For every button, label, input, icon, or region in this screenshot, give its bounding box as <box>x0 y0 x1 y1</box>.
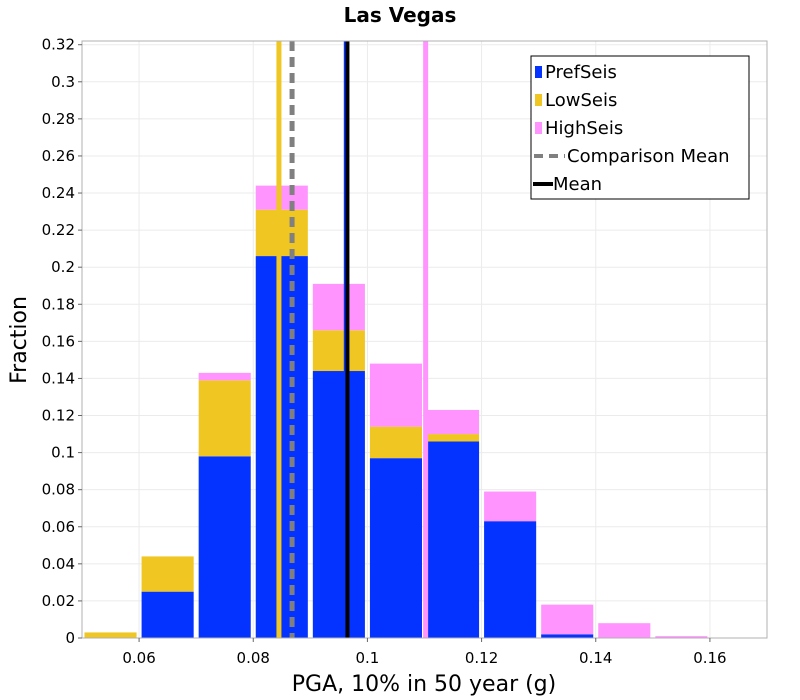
bar-lowseis <box>198 380 251 457</box>
legend: PrefSeis LowSeis HighSeis Comparison Mean Me… <box>530 55 750 200</box>
y-tick-label: 0.04 <box>42 555 75 573</box>
bar-prefseis <box>312 371 365 638</box>
x-tick-label: 0.14 <box>579 649 612 667</box>
y-tick-label: 0.18 <box>42 295 75 313</box>
bar-lowseis <box>84 632 137 638</box>
bar-lowseis <box>141 556 194 592</box>
y-tick-label: 0.06 <box>42 518 75 536</box>
bar-highseis <box>655 636 708 638</box>
bar-highseis <box>541 604 594 635</box>
legend-label-highseis: HighSeis <box>545 118 623 139</box>
legend-swatch-prefseis <box>535 66 542 78</box>
bar-lowseis <box>255 209 308 257</box>
x-tick-label: 0.16 <box>693 649 726 667</box>
legend-swatch-lowseis <box>535 94 542 106</box>
legend-label-mean: Mean <box>553 174 602 195</box>
plot-frame <box>81 40 768 639</box>
y-tick-label: 0.3 <box>51 73 75 91</box>
y-tick-label: 0 <box>65 629 75 647</box>
y-tick-label: 0.14 <box>42 369 75 387</box>
x-axis-ticks: 0.06 0.08 0.1 0.12 0.14 0.16 <box>122 638 727 667</box>
bar-highseis <box>598 623 651 638</box>
x-tick-label: 0.08 <box>237 649 270 667</box>
bar-prefseis <box>141 591 194 638</box>
y-axis-ticks: 0 0.02 0.04 0.06 0.08 0.1 0.12 0.14 0.16 0.18 0.2 0… <box>42 36 82 647</box>
bar-prefseis <box>255 256 308 638</box>
legend-swatch-highseis <box>535 122 542 134</box>
legend-label-lowseis: LowSeis <box>545 90 617 111</box>
y-tick-label: 0.1 <box>51 444 75 462</box>
bars <box>84 185 708 638</box>
x-tick-label: 0.06 <box>122 649 155 667</box>
y-tick-label: 0.24 <box>42 184 75 202</box>
y-tick-label: 0.22 <box>42 221 75 239</box>
y-tick-label: 0.32 <box>42 36 75 54</box>
y-tick-label: 0.28 <box>42 110 75 128</box>
x-axis-title: PGA, 10% in 50 year (g) <box>292 672 556 697</box>
legend-label-comparison-mean: Comparison Mean <box>567 146 730 167</box>
y-tick-label: 0.02 <box>42 592 75 610</box>
bar-highseis <box>312 283 365 331</box>
bar-prefseis <box>427 441 480 638</box>
bar-prefseis <box>198 456 251 638</box>
bar-lowseis <box>427 434 480 442</box>
y-tick-label: 0.26 <box>42 147 75 165</box>
x-tick-label: 0.1 <box>355 649 379 667</box>
bar-highseis <box>427 409 480 435</box>
mean-lines <box>276 41 429 638</box>
y-tick-label: 0.2 <box>51 258 75 276</box>
legend-label-prefseis: PrefSeis <box>545 62 617 83</box>
legend-box <box>530 55 750 200</box>
y-tick-label: 0.16 <box>42 332 75 350</box>
bar-highseis <box>484 491 537 522</box>
bar-highseis <box>198 372 251 381</box>
bar-prefseis <box>369 458 422 638</box>
y-axis-title: Fraction <box>7 296 32 384</box>
y-tick-label: 0.08 <box>42 481 75 499</box>
bar-highseis <box>255 185 308 210</box>
bar-prefseis <box>484 521 537 638</box>
bar-lowseis <box>312 330 365 372</box>
bar-prefseis <box>541 634 594 638</box>
bar-lowseis <box>369 426 422 459</box>
x-tick-label: 0.12 <box>465 649 498 667</box>
bar-highseis <box>369 363 422 427</box>
chart-title: Las Vegas <box>344 3 457 27</box>
y-tick-label: 0.12 <box>42 407 75 425</box>
